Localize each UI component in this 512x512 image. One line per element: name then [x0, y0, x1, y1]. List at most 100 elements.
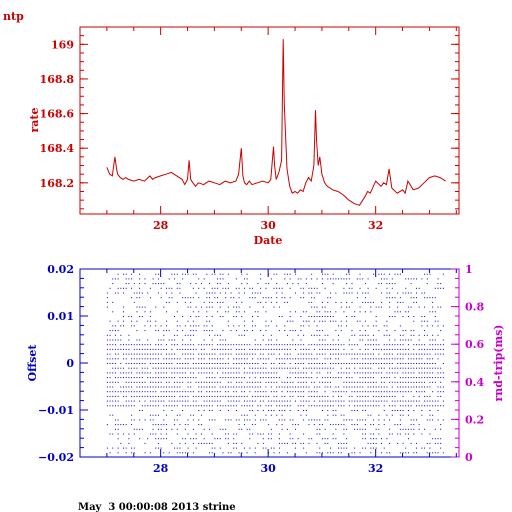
offset-point — [198, 372, 200, 374]
offset-point — [402, 386, 404, 388]
offset-point — [418, 424, 420, 426]
offset-point — [219, 395, 221, 397]
offset-point — [241, 442, 243, 444]
offset-point — [270, 367, 272, 369]
offset-point — [166, 428, 168, 430]
offset-point — [260, 377, 262, 379]
offset-point — [125, 381, 127, 383]
offset-point — [356, 391, 358, 393]
offset-point — [252, 358, 254, 360]
offset-point — [281, 386, 283, 388]
offset-point — [166, 386, 168, 388]
offset-point — [359, 334, 361, 336]
offset-point — [246, 344, 248, 346]
offset-point — [190, 381, 192, 383]
offset-point — [305, 311, 307, 313]
offset-point — [190, 414, 192, 416]
offset-point — [343, 344, 345, 346]
offset-point — [421, 348, 423, 350]
offset-point — [348, 381, 350, 383]
offset-point — [305, 358, 307, 360]
offset-point — [184, 424, 186, 426]
offset-point — [407, 353, 409, 355]
offset-point — [399, 410, 401, 411]
offset-point — [265, 325, 267, 327]
offset-point — [321, 410, 323, 411]
offset-point — [389, 306, 391, 308]
offset-point — [157, 395, 159, 397]
offset-point — [410, 297, 412, 299]
offset-point — [434, 348, 436, 350]
offset-point — [399, 273, 401, 275]
offset-point — [440, 353, 442, 355]
offset-point — [190, 348, 192, 350]
offset-point — [273, 410, 275, 411]
offset-point — [160, 283, 162, 285]
offset-point — [260, 353, 262, 355]
offset-point — [316, 325, 318, 327]
offset-point — [319, 419, 321, 421]
offset-point — [442, 419, 444, 421]
offset-point — [209, 386, 211, 388]
offset-point — [128, 442, 130, 444]
offset-point — [319, 320, 321, 322]
offset-point — [112, 414, 114, 416]
offset-point — [300, 287, 302, 289]
offset-point — [211, 442, 213, 444]
offset-point — [262, 297, 264, 299]
offset-point — [415, 377, 417, 379]
offset-point — [354, 316, 356, 317]
offset-point — [308, 405, 310, 407]
offset-point — [125, 395, 127, 397]
offset-point — [381, 273, 383, 275]
offset-point — [434, 428, 436, 430]
offset-point — [394, 273, 396, 275]
offset-point — [289, 316, 291, 317]
offset-point — [262, 377, 264, 379]
offset-point — [144, 353, 146, 355]
offset-point — [346, 292, 348, 294]
offset-point — [394, 381, 396, 383]
offset-point — [209, 391, 211, 393]
offset-point — [289, 344, 291, 346]
offset-point — [303, 358, 305, 360]
offset-point — [418, 353, 420, 355]
offset-point — [270, 386, 272, 388]
offset-point — [176, 334, 178, 336]
offset-point — [260, 386, 262, 388]
offset-point — [407, 316, 409, 317]
offset-point — [171, 410, 173, 411]
offset-point — [359, 419, 361, 421]
offset-point — [370, 301, 372, 303]
offset-point — [407, 377, 409, 379]
offset-point — [300, 330, 302, 332]
offset-point — [190, 306, 192, 308]
offset-point — [356, 278, 358, 280]
offset-point — [305, 452, 307, 454]
offset-point — [303, 344, 305, 346]
offset-point — [321, 273, 323, 275]
offset-point — [262, 410, 264, 411]
offset-point — [335, 348, 337, 350]
offset-point — [200, 358, 202, 360]
offset-point — [335, 278, 337, 280]
offset-point — [206, 306, 208, 308]
offset-point — [233, 367, 235, 369]
offset-point — [359, 372, 361, 374]
offset-point — [278, 405, 280, 407]
offset-point — [381, 442, 383, 444]
offset-point — [300, 400, 302, 402]
offset-point — [324, 442, 326, 444]
offset-point — [440, 424, 442, 426]
offset-point — [381, 452, 383, 454]
offset-point — [209, 292, 211, 294]
rate-xtick-label: 32 — [368, 219, 383, 232]
offset-point — [123, 348, 125, 350]
offset-point — [270, 428, 272, 430]
offset-point — [273, 363, 275, 364]
offset-point — [402, 358, 404, 360]
offset-point — [230, 344, 232, 346]
offset-point — [195, 283, 197, 285]
offset-point — [354, 363, 356, 364]
offset-point — [292, 438, 294, 440]
